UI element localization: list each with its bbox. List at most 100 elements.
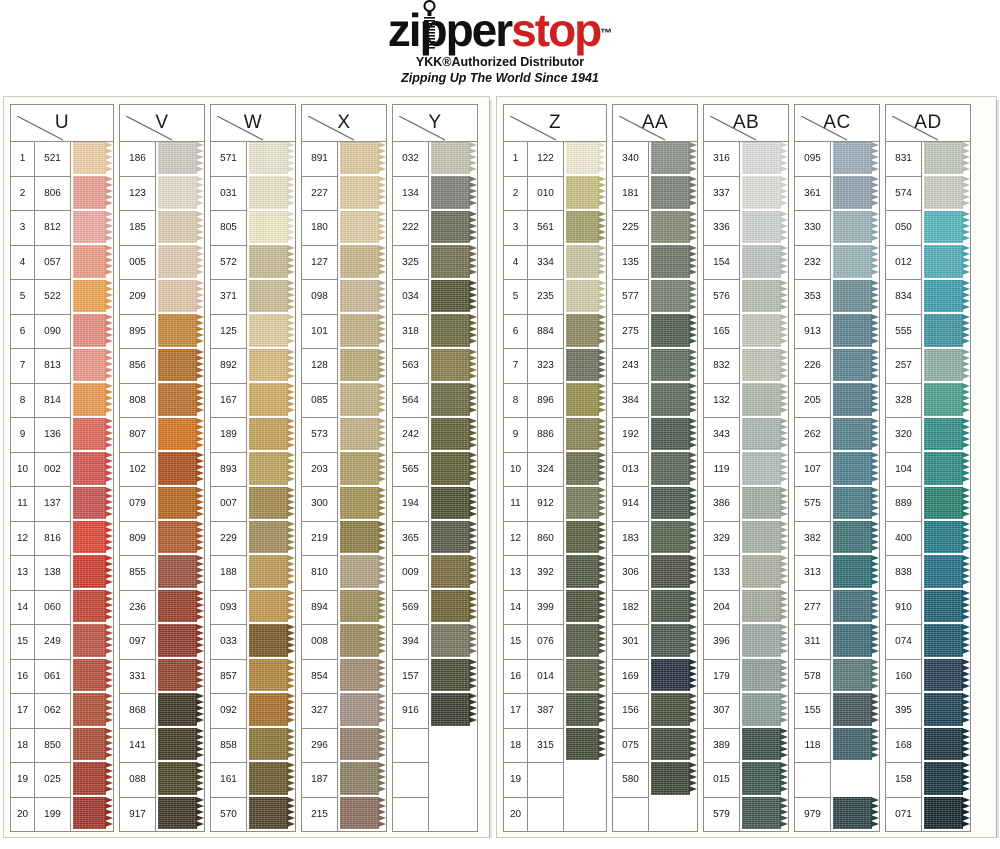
color-swatch[interactable] [431, 417, 477, 451]
color-code-cell[interactable]: 075 [613, 729, 648, 763]
color-code-cell[interactable]: 854 [302, 660, 337, 694]
color-swatch[interactable] [73, 727, 113, 761]
color-code-cell[interactable] [795, 763, 830, 798]
color-code-cell[interactable]: 076 [528, 625, 563, 660]
color-swatch[interactable] [566, 314, 606, 348]
color-code-cell[interactable]: 838 [886, 556, 921, 591]
color-swatch[interactable] [742, 417, 788, 451]
color-code-cell[interactable]: 315 [528, 729, 563, 763]
color-swatch[interactable] [249, 727, 295, 761]
color-code-cell[interactable]: 365 [393, 522, 428, 556]
color-code-cell[interactable]: 154 [704, 246, 739, 280]
color-code-cell[interactable]: 361 [795, 177, 830, 211]
color-swatch[interactable] [158, 383, 204, 417]
color-code-cell[interactable]: 832 [704, 349, 739, 384]
color-swatch[interactable] [73, 279, 113, 313]
color-code-cell[interactable]: 079 [120, 487, 155, 522]
color-swatch[interactable] [73, 142, 113, 175]
color-swatch[interactable] [833, 796, 879, 830]
color-swatch[interactable] [73, 452, 113, 485]
color-code-cell[interactable]: 033 [211, 625, 246, 660]
color-code-cell[interactable]: 343 [704, 418, 739, 453]
color-code-cell[interactable]: 135 [613, 246, 648, 280]
color-swatch[interactable] [566, 245, 606, 279]
color-code-cell[interactable]: 300 [302, 487, 337, 522]
color-code-cell[interactable]: 571 [211, 142, 246, 177]
color-swatch[interactable] [158, 210, 204, 244]
color-code-cell[interactable]: 579 [713, 808, 730, 820]
color-code-cell[interactable] [393, 763, 428, 798]
color-swatch[interactable] [833, 520, 879, 554]
color-swatch[interactable] [158, 555, 204, 589]
color-code-cell[interactable]: 179 [704, 660, 739, 694]
color-code-cell[interactable]: 188 [211, 556, 246, 591]
color-swatch[interactable] [158, 796, 204, 830]
color-code-cell[interactable]: 093 [211, 591, 246, 625]
color-code-cell[interactable]: 296 [302, 729, 337, 763]
color-swatch[interactable] [73, 486, 113, 520]
color-code-cell[interactable]: 219 [302, 522, 337, 556]
color-swatch[interactable] [73, 693, 113, 727]
color-code-cell[interactable]: 387 [528, 694, 563, 729]
color-swatch[interactable] [833, 245, 879, 279]
color-swatch[interactable] [833, 727, 879, 761]
color-swatch[interactable] [431, 210, 477, 244]
color-swatch[interactable] [431, 245, 477, 279]
color-code-cell[interactable]: 074 [886, 625, 921, 660]
color-swatch[interactable] [73, 314, 113, 348]
color-swatch[interactable] [340, 762, 386, 796]
color-code-cell[interactable]: 886 [528, 418, 563, 453]
color-code-cell[interactable]: 808 [120, 384, 155, 418]
color-code-cell[interactable]: 386 [704, 487, 739, 522]
color-swatch[interactable] [833, 417, 879, 451]
color-swatch[interactable] [249, 624, 295, 658]
color-swatch[interactable] [924, 555, 970, 589]
color-code-cell[interactable]: 850 [35, 729, 70, 763]
color-swatch[interactable] [249, 589, 295, 623]
color-code-cell[interactable]: 071 [895, 808, 912, 820]
color-code-cell[interactable]: 336 [704, 211, 739, 246]
color-swatch[interactable] [651, 589, 697, 623]
color-swatch[interactable] [651, 210, 697, 244]
color-code-cell[interactable]: 323 [528, 349, 563, 384]
color-code-cell[interactable]: 858 [211, 729, 246, 763]
color-code-cell[interactable]: 318 [393, 315, 428, 349]
color-swatch[interactable] [158, 314, 204, 348]
color-code-cell[interactable]: 107 [795, 453, 830, 487]
color-code-cell[interactable]: 860 [528, 522, 563, 556]
color-swatch[interactable] [158, 727, 204, 761]
color-code-cell[interactable]: 168 [886, 729, 921, 763]
color-code-cell[interactable] [393, 729, 428, 763]
color-code-cell[interactable]: 564 [393, 384, 428, 418]
color-code-cell[interactable]: 002 [35, 453, 70, 487]
color-swatch[interactable] [249, 417, 295, 451]
color-code-cell[interactable]: 205 [795, 384, 830, 418]
color-code-cell[interactable]: 133 [704, 556, 739, 591]
color-swatch[interactable] [566, 417, 606, 451]
color-swatch[interactable] [924, 314, 970, 348]
color-swatch[interactable] [833, 383, 879, 417]
color-swatch[interactable] [742, 693, 788, 727]
color-code-cell[interactable]: 353 [795, 280, 830, 315]
color-code-cell[interactable]: 328 [886, 384, 921, 418]
color-swatch[interactable] [249, 693, 295, 727]
color-code-cell[interactable]: 127 [302, 246, 337, 280]
color-code-cell[interactable]: 180 [302, 211, 337, 246]
color-code-cell[interactable]: 137 [35, 487, 70, 522]
color-swatch[interactable] [924, 520, 970, 554]
color-swatch[interactable] [340, 486, 386, 520]
color-code-cell[interactable]: 134 [393, 177, 428, 211]
color-code-cell[interactable]: 979 [804, 808, 821, 820]
color-swatch[interactable] [833, 348, 879, 382]
color-swatch[interactable] [833, 142, 879, 175]
color-code-cell[interactable]: 192 [613, 418, 648, 453]
color-swatch[interactable] [566, 727, 606, 761]
color-swatch[interactable] [742, 796, 788, 830]
color-code-cell[interactable]: 327 [302, 694, 337, 729]
color-swatch[interactable] [651, 555, 697, 589]
color-code-cell[interactable]: 158 [886, 763, 921, 798]
color-swatch[interactable] [651, 727, 697, 761]
color-code-cell[interactable]: 399 [528, 591, 563, 625]
color-code-cell[interactable]: 010 [528, 177, 563, 211]
color-code-cell[interactable]: 186 [120, 142, 155, 177]
